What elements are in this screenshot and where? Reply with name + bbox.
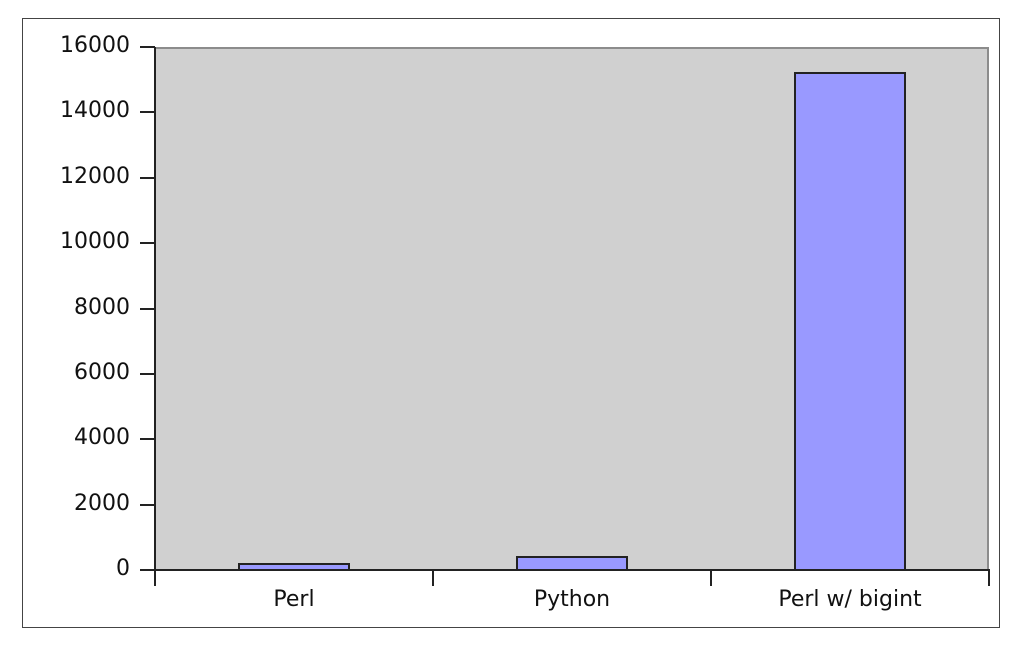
y-tick [140,438,155,441]
y-tick [140,503,155,506]
y-tick [140,176,155,179]
y-tick-label: 14000 [60,98,130,124]
y-axis-line [154,47,156,571]
bar [794,71,906,570]
x-tick [154,570,156,586]
y-tick [140,46,155,48]
x-category-label: Python [533,587,611,612]
y-tick [140,242,155,245]
x-axis-line [154,569,990,571]
y-tick-label: 12000 [60,163,130,189]
y-tick-label: 0 [116,556,130,581]
y-tick [140,111,155,114]
y-tick-label: 8000 [74,294,130,320]
y-tick-label: 16000 [60,33,130,58]
y-tick-label: 2000 [74,490,130,516]
y-tick-label: 6000 [74,359,130,385]
x-tick [710,570,712,586]
y-tick-label: 4000 [74,425,130,451]
y-tick-label: 10000 [60,229,130,255]
y-tick [140,569,155,571]
x-tick [988,570,990,586]
y-tick [140,307,155,310]
bar [238,562,350,570]
y-tick [140,372,155,375]
x-category-label: Perl [273,587,315,612]
bar [516,556,628,570]
x-category-label: Perl w/ bigint [778,587,922,612]
x-tick [432,570,434,586]
